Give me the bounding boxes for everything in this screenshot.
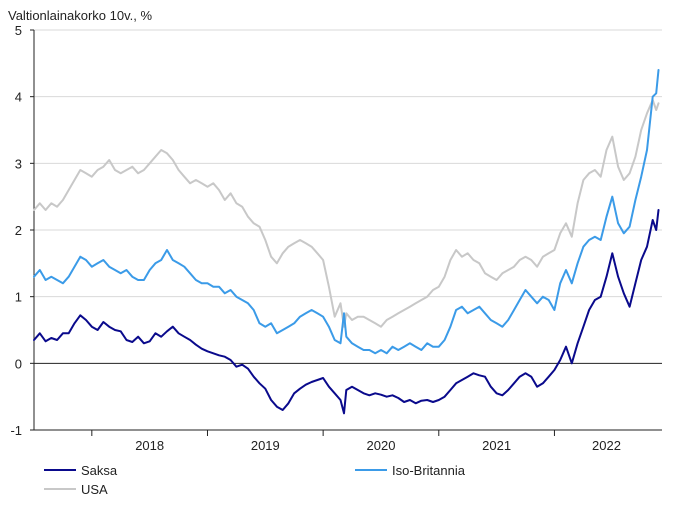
y-tick-label: -1	[10, 423, 22, 438]
x-tick-label: 2018	[135, 438, 164, 453]
x-tick-label: 2022	[592, 438, 621, 453]
y-tick-label: 5	[15, 23, 22, 38]
y-tick-label: 0	[15, 356, 22, 371]
legend: Saksa Iso-Britannia USA	[44, 463, 466, 497]
gridlines	[34, 29, 662, 431]
y-tick-label: 2	[15, 223, 22, 238]
axes: -1 0 1 2 3 4 5 2018 2019 2020 2021 2022	[10, 23, 662, 453]
chart-title: Valtionlainakorko 10v., %	[8, 8, 152, 23]
series-line-usa	[33, 99, 660, 328]
legend-label-saksa: Saksa	[81, 463, 118, 478]
y-tick-label: 1	[15, 290, 22, 305]
legend-label-iso-britannia: Iso-Britannia	[392, 463, 466, 478]
x-tick-label: 2019	[251, 438, 280, 453]
x-tick-label: 2021	[482, 438, 511, 453]
legend-label-usa: USA	[81, 482, 108, 497]
x-tick-label: 2020	[367, 438, 396, 453]
series-line-iso-britannia	[33, 69, 660, 355]
y-tick-label: 4	[15, 90, 22, 105]
y-tick-label: 3	[15, 156, 22, 171]
series-lines	[33, 69, 660, 415]
series-line-saksa	[33, 209, 660, 415]
